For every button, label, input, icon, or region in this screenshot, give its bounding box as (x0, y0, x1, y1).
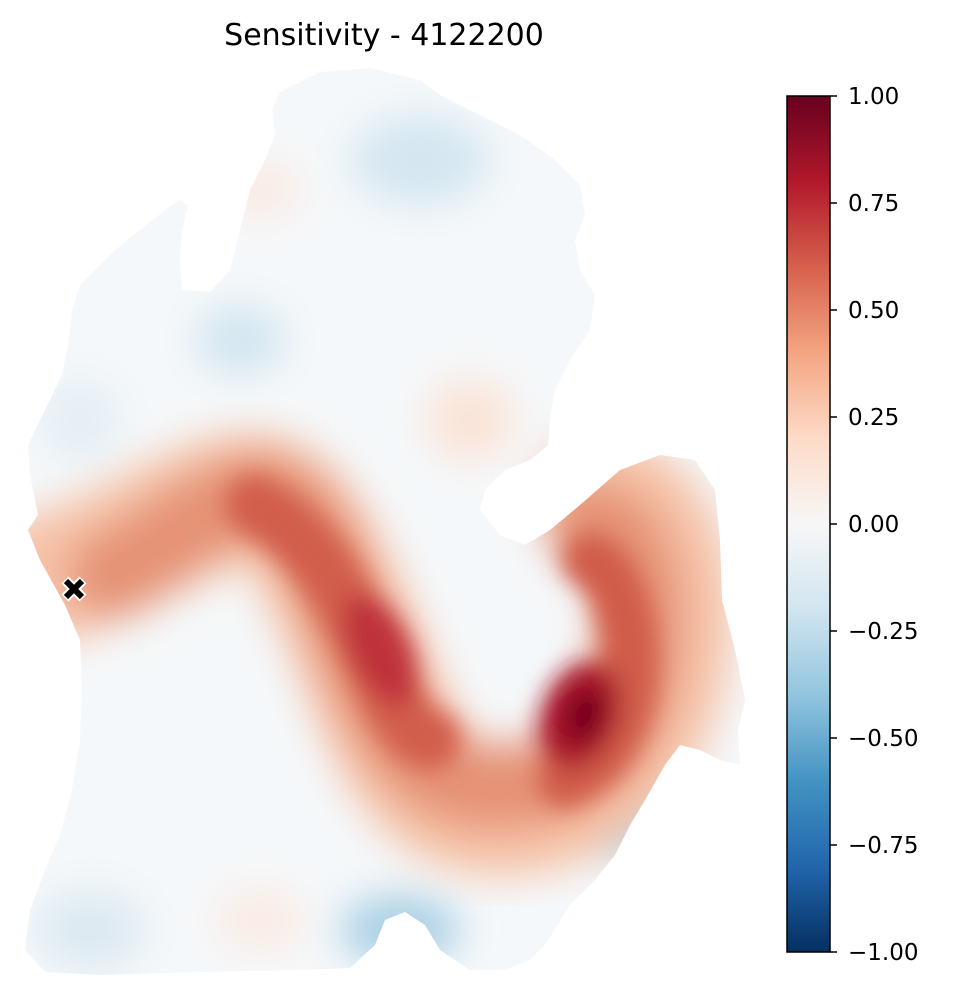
colorbar-tick-label: −0.25 (848, 619, 918, 645)
colorbar-tick-label: 1.00 (848, 84, 899, 110)
colorbar-tick-label: 0.75 (848, 191, 899, 217)
colorbar-tick-label: −1.00 (848, 940, 918, 966)
colorbar-tick-label: 0.50 (848, 298, 899, 324)
colorbar-tick-label: −0.75 (848, 833, 918, 859)
colorbar-tick-label: −0.50 (848, 726, 918, 752)
colorbar-gradient (786, 95, 831, 953)
colorbar-tick-label: 0.00 (848, 512, 899, 538)
sensitivity-marker (61, 576, 87, 602)
sensitivity-field (25, 68, 745, 975)
colorbar: 1.00 0.75 0.50 0.25 0.00 −0.25 −0.50 −0.75 −1.00 (786, 84, 918, 966)
colorbar-tick-label: 0.25 (848, 405, 899, 431)
chart-title: Sensitivity - 4122200 (224, 18, 544, 53)
